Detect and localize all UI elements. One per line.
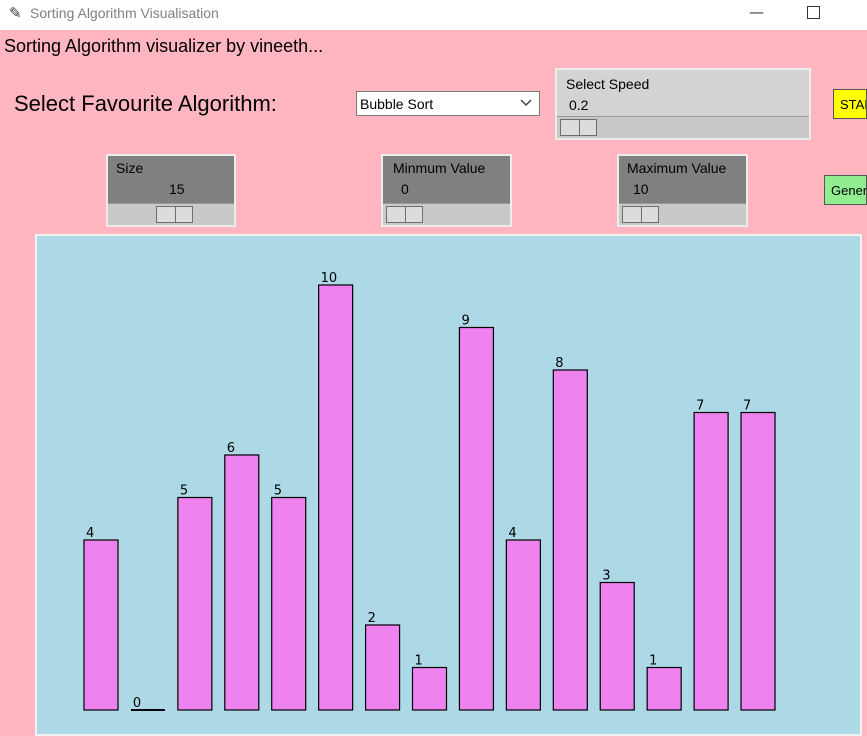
bar-6 — [364, 624, 401, 711]
bar-label-12: 1 — [649, 654, 657, 669]
bar-13 — [693, 411, 729, 711]
bar-label-3: 6 — [227, 441, 235, 456]
size-slider-track[interactable] — [108, 203, 234, 225]
bar-label-13: 7 — [696, 399, 704, 414]
max-value-slider-handle[interactable] — [622, 206, 659, 223]
page-heading: Sorting Algorithm visualizer by vineeth.… — [4, 36, 324, 56]
bar-7 — [411, 666, 448, 711]
bar-8 — [458, 326, 495, 711]
maximize-button[interactable] — [807, 6, 820, 19]
bar-5 — [318, 284, 354, 711]
bar-label-11: 3 — [602, 569, 610, 584]
max-value-slider-track[interactable] — [619, 203, 746, 225]
start-button[interactable]: STAR — [833, 89, 867, 119]
max-value-slider-panel: Maximum Value 10 — [617, 154, 748, 227]
bar-10 — [552, 369, 588, 711]
speed-slider-track[interactable] — [557, 116, 809, 138]
bar-label-10: 8 — [555, 356, 563, 371]
min-value-label: Minmum Value — [393, 160, 486, 176]
size-value: 15 — [169, 181, 185, 197]
speed-slider-panel: Select Speed 0.2 — [555, 68, 811, 140]
bar-label-8: 9 — [461, 314, 469, 329]
bar-0 — [83, 539, 119, 711]
max-value-label: Maximum Value — [627, 160, 727, 176]
bar-14 — [740, 411, 776, 711]
generate-button[interactable]: Generate — [824, 175, 867, 205]
size-label: Size — [116, 160, 144, 176]
chevron-down-icon[interactable] — [519, 95, 533, 109]
bar-chart: 4 0 5 6 5 10 2 1 9 4 8 3 1 7 7 — [83, 271, 776, 711]
size-slider-panel: Size 15 — [106, 154, 236, 227]
bar-11 — [599, 581, 635, 711]
bar-9 — [505, 539, 541, 711]
algorithm-label: Select Favourite Algorithm: — [14, 91, 277, 116]
bar-label-1: 0 — [133, 696, 141, 711]
visualization-canvas: 4 0 5 6 5 10 2 1 9 4 8 3 1 7 7 — [35, 234, 862, 736]
title-bar: ✎ Sorting Algorithm Visualisation — — [0, 0, 867, 30]
size-slider-handle[interactable] — [156, 206, 193, 223]
bar-label-0: 4 — [86, 526, 94, 541]
algorithm-dropdown[interactable]: Bubble Sort — [356, 91, 540, 116]
bar-label-5: 10 — [321, 271, 338, 286]
max-value-value: 10 — [633, 181, 649, 197]
algorithm-selected-value: Bubble Sort — [360, 96, 434, 112]
bar-12 — [646, 666, 682, 711]
bar-label-2: 5 — [180, 484, 188, 499]
min-value-slider-track[interactable] — [383, 203, 510, 225]
bar-2 — [177, 496, 213, 711]
min-value-slider-handle[interactable] — [386, 206, 423, 223]
minimize-button[interactable]: — — [749, 3, 764, 21]
bar-label-14: 7 — [743, 399, 751, 414]
bar-4 — [271, 496, 307, 711]
feather-icon: ✎ — [9, 4, 22, 22]
speed-slider-handle[interactable] — [560, 119, 597, 136]
bar-label-4: 5 — [274, 484, 282, 499]
speed-value: 0.2 — [569, 97, 589, 113]
window-title: Sorting Algorithm Visualisation — [30, 5, 219, 21]
bar-label-6: 2 — [368, 611, 376, 626]
speed-label: Select Speed — [566, 76, 650, 92]
min-value-value: 0 — [401, 181, 409, 197]
bar-label-7: 1 — [415, 654, 423, 669]
min-value-slider-panel: Minmum Value 0 — [381, 154, 512, 227]
bar-3 — [224, 454, 260, 711]
bar-label-9: 4 — [508, 526, 516, 541]
